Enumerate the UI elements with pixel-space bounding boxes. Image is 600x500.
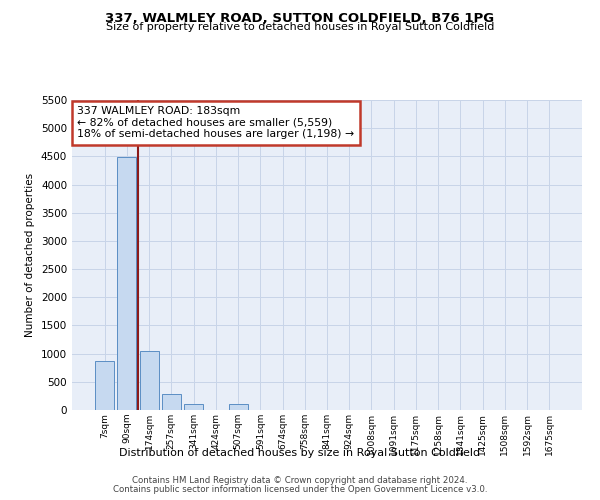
Y-axis label: Number of detached properties: Number of detached properties bbox=[25, 173, 35, 337]
Text: Size of property relative to detached houses in Royal Sutton Coldfield: Size of property relative to detached ho… bbox=[106, 22, 494, 32]
Bar bbox=[118, 158, 136, 410]
Bar bbox=[184, 404, 203, 410]
Bar bbox=[140, 351, 158, 410]
Text: Contains public sector information licensed under the Open Government Licence v3: Contains public sector information licen… bbox=[113, 485, 487, 494]
Bar bbox=[95, 361, 114, 410]
Text: Contains HM Land Registry data © Crown copyright and database right 2024.: Contains HM Land Registry data © Crown c… bbox=[132, 476, 468, 485]
Text: 337 WALMLEY ROAD: 183sqm
← 82% of detached houses are smaller (5,559)
18% of sem: 337 WALMLEY ROAD: 183sqm ← 82% of detach… bbox=[77, 106, 354, 140]
Text: 337, WALMLEY ROAD, SUTTON COLDFIELD, B76 1PG: 337, WALMLEY ROAD, SUTTON COLDFIELD, B76… bbox=[106, 12, 494, 26]
Bar bbox=[229, 404, 248, 410]
Text: Distribution of detached houses by size in Royal Sutton Coldfield: Distribution of detached houses by size … bbox=[119, 448, 481, 458]
Bar bbox=[162, 394, 181, 410]
